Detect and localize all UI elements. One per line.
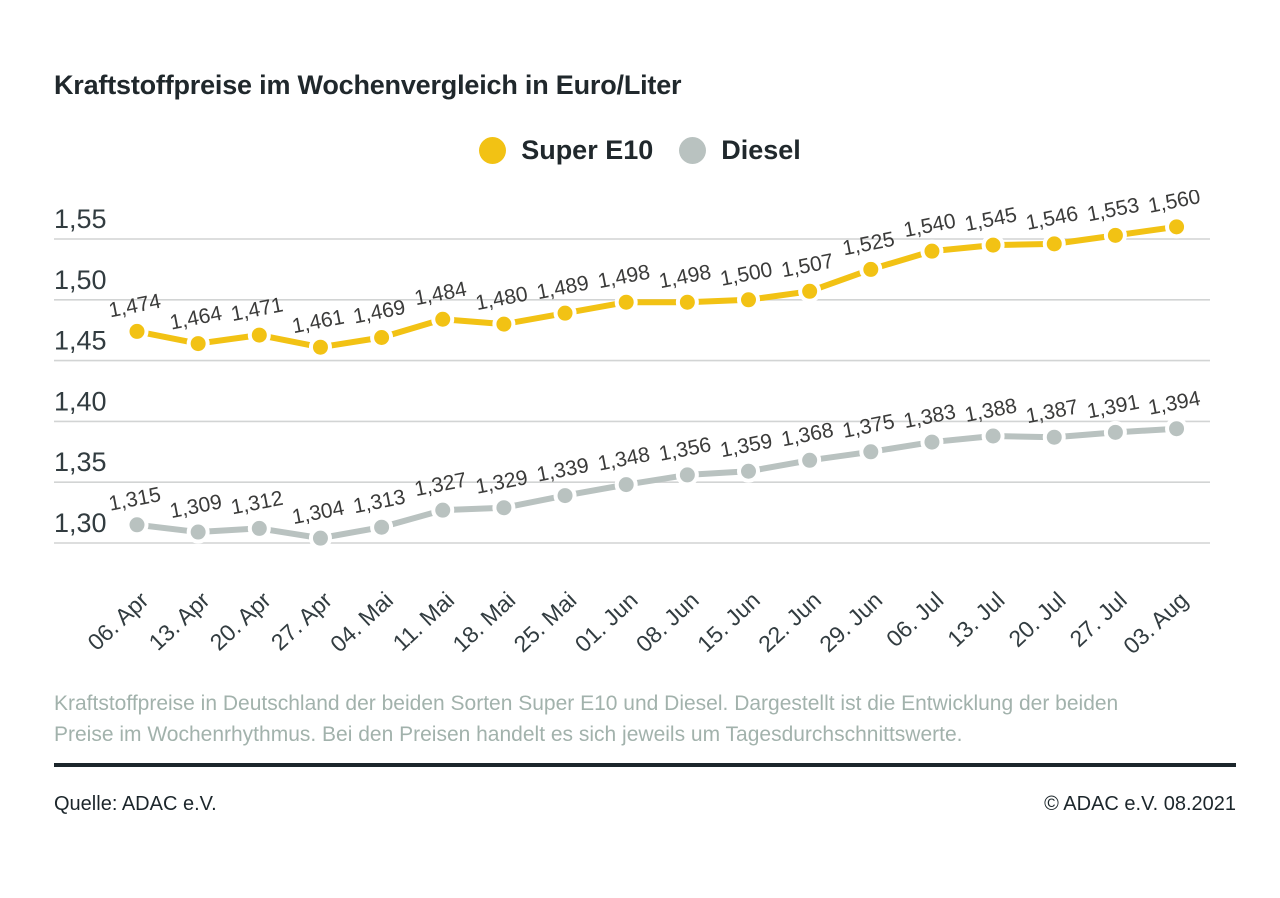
svg-text:1,391: 1,391 xyxy=(1085,391,1141,424)
svg-text:13. Jul: 13. Jul xyxy=(942,587,1009,652)
svg-text:1,45: 1,45 xyxy=(54,326,107,356)
source-text: Quelle: ADAC e.V. xyxy=(54,793,217,815)
legend-label-super-e10: Super E10 xyxy=(521,135,654,165)
svg-text:1,375: 1,375 xyxy=(841,410,897,443)
svg-text:1,30: 1,30 xyxy=(54,508,107,538)
svg-text:1,469: 1,469 xyxy=(351,296,407,329)
svg-text:20. Apr: 20. Apr xyxy=(205,586,276,655)
svg-text:22. Jun: 22. Jun xyxy=(753,587,826,657)
svg-text:1,387: 1,387 xyxy=(1024,396,1080,429)
super-e10-dot-icon xyxy=(479,137,507,164)
svg-text:1,464: 1,464 xyxy=(168,302,224,335)
svg-text:18. Mai: 18. Mai xyxy=(447,587,520,657)
svg-text:04. Mai: 04. Mai xyxy=(325,587,398,657)
svg-text:1,50: 1,50 xyxy=(54,265,107,295)
svg-text:1,35: 1,35 xyxy=(54,447,107,477)
svg-text:25. Mai: 25. Mai xyxy=(509,587,582,657)
svg-text:1,327: 1,327 xyxy=(413,468,469,501)
svg-text:1,498: 1,498 xyxy=(657,261,713,294)
svg-text:1,312: 1,312 xyxy=(229,487,285,520)
line-chart: 1,55 1,50 1,45 1,40 1,35 1,30 1,474 1,464 1,471 1… xyxy=(0,185,1280,675)
svg-text:13. Apr: 13. Apr xyxy=(144,586,215,655)
svg-text:1,546: 1,546 xyxy=(1024,202,1080,235)
svg-text:06. Jul: 06. Jul xyxy=(881,587,948,652)
page-title: Kraftstoffpreise im Wochenvergleich in E… xyxy=(54,70,682,100)
svg-text:1,484: 1,484 xyxy=(413,278,469,311)
svg-text:1,313: 1,313 xyxy=(351,486,407,519)
svg-text:1,474: 1,474 xyxy=(107,290,163,323)
svg-text:1,329: 1,329 xyxy=(474,466,530,499)
chart-svg: 1,551,501,451,401,351,301,474 1,464 1,471 1… xyxy=(54,185,1210,659)
svg-text:1,40: 1,40 xyxy=(54,386,107,416)
svg-text:1,461: 1,461 xyxy=(290,306,346,339)
svg-text:1,560: 1,560 xyxy=(1146,190,1202,218)
svg-text:1,525: 1,525 xyxy=(841,228,897,261)
svg-text:1,383: 1,383 xyxy=(902,400,958,433)
svg-text:1,553: 1,553 xyxy=(1085,194,1141,227)
svg-text:01. Jun: 01. Jun xyxy=(570,587,643,657)
svg-text:1,304: 1,304 xyxy=(290,496,346,529)
legend-item-super-e10: Super E10 xyxy=(479,135,653,166)
svg-text:03. Aug: 03. Aug xyxy=(1118,587,1193,659)
svg-text:1,500: 1,500 xyxy=(718,258,774,291)
legend-item-diesel: Diesel xyxy=(679,135,801,166)
copyright-text: © ADAC e.V. 08.2021 xyxy=(1044,793,1236,815)
svg-text:1,471: 1,471 xyxy=(229,293,285,326)
svg-text:1,359: 1,359 xyxy=(718,430,774,463)
svg-text:06. Apr: 06. Apr xyxy=(82,586,153,655)
svg-text:15. Jun: 15. Jun xyxy=(692,587,765,657)
svg-text:1,545: 1,545 xyxy=(963,203,1019,236)
svg-text:08. Jun: 08. Jun xyxy=(631,587,704,657)
svg-text:1,507: 1,507 xyxy=(779,250,835,283)
svg-text:1,309: 1,309 xyxy=(168,490,224,523)
chart-caption: Kraftstoffpreise in Deutschland der beid… xyxy=(54,692,1119,746)
chart-legend: Super E10 Diesel xyxy=(0,135,1280,166)
svg-text:1,356: 1,356 xyxy=(657,433,713,466)
svg-text:1,55: 1,55 xyxy=(54,204,107,234)
svg-text:1,315: 1,315 xyxy=(107,483,163,516)
svg-text:27. Apr: 27. Apr xyxy=(266,586,337,655)
footer-divider xyxy=(54,763,1236,767)
svg-text:20. Jul: 20. Jul xyxy=(1003,587,1070,652)
svg-text:1,368: 1,368 xyxy=(779,419,835,452)
legend-label-diesel: Diesel xyxy=(721,135,801,165)
svg-text:29. Jun: 29. Jun xyxy=(814,587,887,657)
svg-text:1,498: 1,498 xyxy=(596,261,652,294)
svg-text:1,480: 1,480 xyxy=(474,282,530,315)
svg-text:1,348: 1,348 xyxy=(596,443,652,476)
svg-text:1,540: 1,540 xyxy=(902,209,958,242)
svg-text:11. Mai: 11. Mai xyxy=(388,587,460,656)
svg-text:1,394: 1,394 xyxy=(1146,387,1202,420)
diesel-dot-icon xyxy=(679,137,707,164)
